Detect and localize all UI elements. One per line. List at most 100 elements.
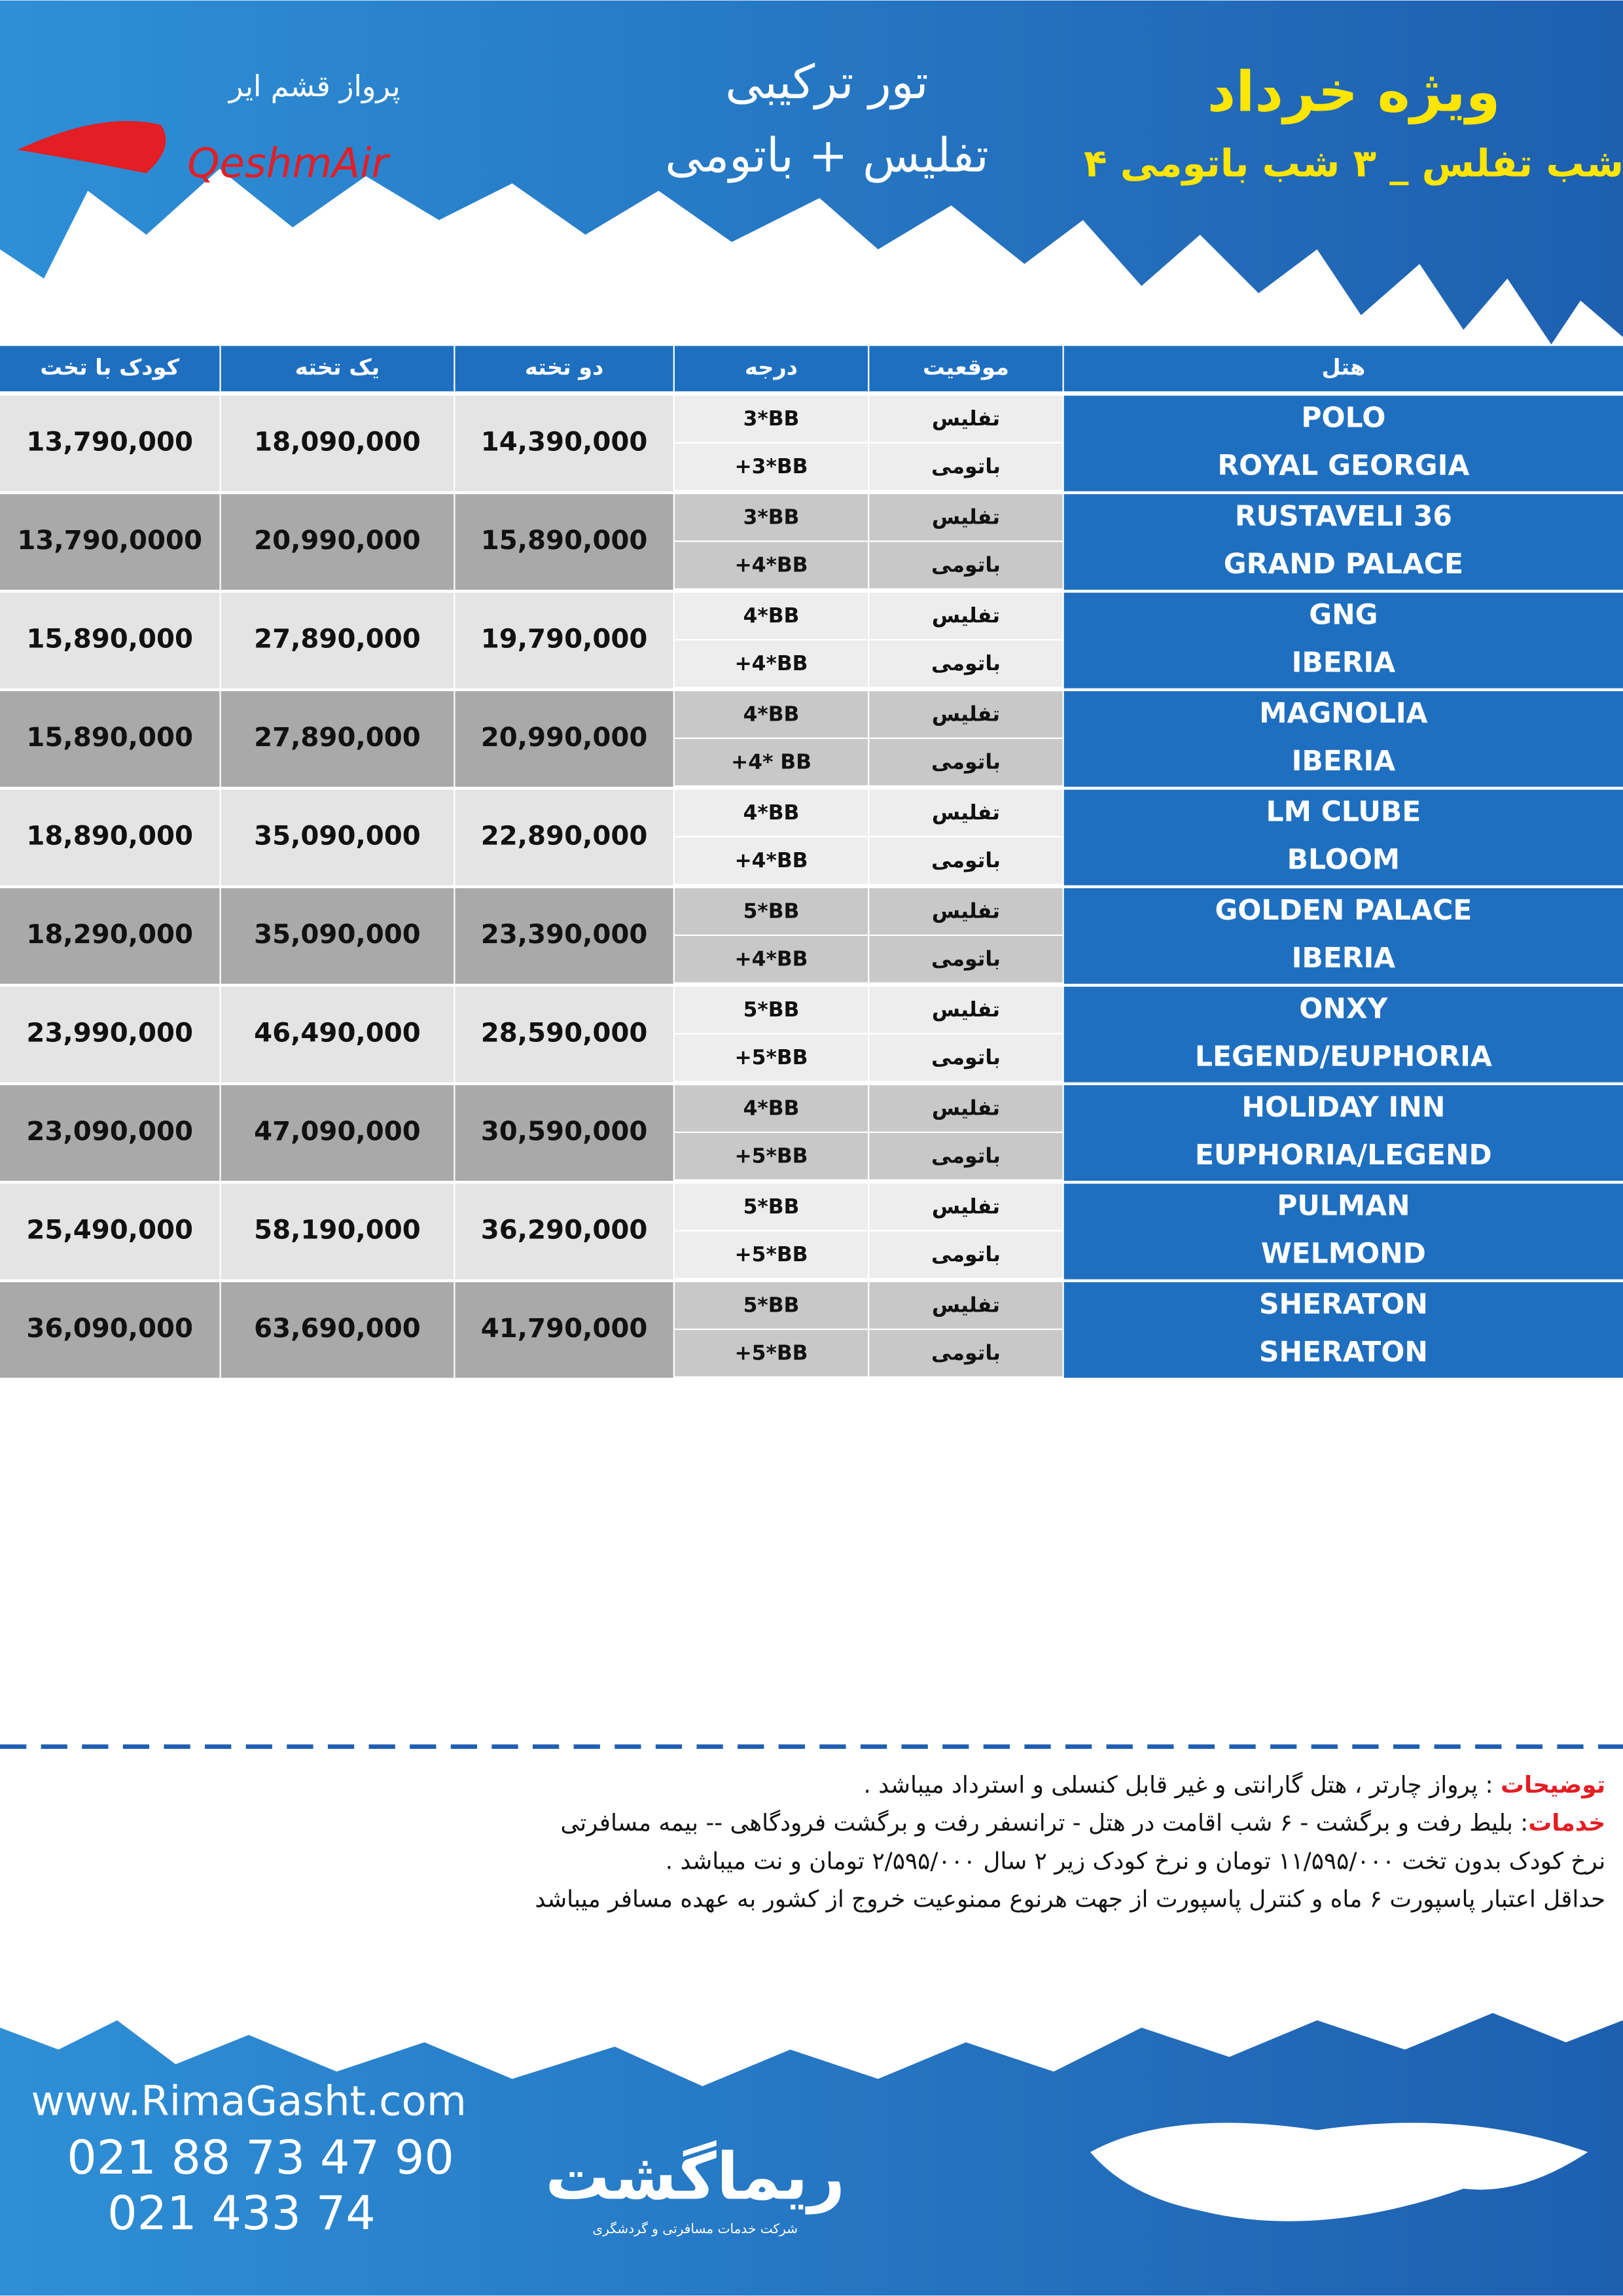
- location: تفلیس: [932, 900, 1000, 924]
- hotel-name: GRAND PALACE: [1224, 548, 1463, 581]
- hotel-name: IBERIA: [1292, 745, 1396, 778]
- website: www.RimaGasht.com: [31, 2077, 466, 2125]
- location-cell: [869, 936, 1063, 982]
- child-cell: [0, 1183, 220, 1280]
- grade: +4*BB: [734, 652, 808, 675]
- phone: 021 433 74: [107, 2186, 376, 2240]
- grade: 4*BB: [743, 604, 800, 628]
- grade-cell: [674, 789, 868, 836]
- hotel-cell: [1063, 986, 1623, 1083]
- single-cell: [221, 986, 454, 1083]
- location: باتومی: [931, 455, 1001, 478]
- grade: +5*BB: [734, 1243, 808, 1266]
- single-cell: [221, 888, 454, 984]
- hotel-name: IBERIA: [1292, 647, 1396, 679]
- note-text: نرخ کودک بدون تخت ۱۱/۵۹۵/۰۰۰ تومان و نرخ…: [666, 1848, 1605, 1874]
- location-cell: [869, 837, 1063, 884]
- hotel-name: MAGNOLIA: [1259, 698, 1427, 730]
- double-cell: [455, 789, 673, 886]
- header-cell: [0, 346, 220, 391]
- location: باتومی: [931, 849, 1001, 872]
- single-cell: [221, 592, 454, 689]
- location: تفلیس: [932, 1195, 1000, 1219]
- child-price: 13,790,000: [26, 427, 193, 457]
- grade: +4*BB: [734, 849, 808, 872]
- single-cell: [221, 1085, 454, 1181]
- child-price: 15,890,000: [26, 723, 193, 753]
- single-cell: [221, 1183, 454, 1280]
- child-price: 36,090,000: [26, 1314, 193, 1344]
- location-cell: [869, 888, 1063, 935]
- grade: +5*BB: [734, 1145, 808, 1168]
- brand: ریماگشت: [545, 2140, 845, 2215]
- hotel-cell: [1063, 888, 1623, 984]
- child-cell: [0, 494, 220, 590]
- grade-cell: [674, 1133, 868, 1179]
- double-cell: [455, 1085, 673, 1181]
- location: باتومی: [931, 1145, 1001, 1168]
- child-price: 25,490,000: [26, 1215, 193, 1246]
- child-cell: [0, 789, 220, 886]
- hotel-cell: [1063, 789, 1623, 886]
- grade: +4* BB: [731, 751, 812, 774]
- child-cell: [0, 592, 220, 689]
- location: باتومی: [931, 948, 1001, 971]
- hotel-name: HOLIDAY INN: [1241, 1092, 1445, 1124]
- hotel-cell: [1063, 494, 1623, 590]
- location-cell: [869, 395, 1063, 442]
- location: تفلیس: [932, 604, 1000, 628]
- single-cell: [221, 789, 454, 886]
- grade-cell: [674, 1231, 868, 1278]
- column-header: دو تخته: [525, 355, 604, 381]
- column-header: هتل: [1321, 355, 1365, 380]
- tour-route: تفلیس + باتومی: [665, 128, 989, 183]
- grade-cell: [674, 936, 868, 982]
- grade-cell: [674, 395, 868, 442]
- hotel-name: SHERATON: [1259, 1289, 1428, 1321]
- child-cell: [0, 395, 220, 492]
- location: تفلیس: [932, 801, 1000, 825]
- child-cell: [0, 986, 220, 1083]
- hotel-name: BLOOM: [1287, 844, 1400, 876]
- note-text: حداقل اعتبار پاسپورت ۶ ماه و کنترل پاسپو…: [535, 1886, 1605, 1912]
- footer-splash: [0, 2013, 1623, 2296]
- location: باتومی: [931, 751, 1001, 774]
- location-cell: [869, 1231, 1063, 1278]
- single-price: 35,090,000: [254, 821, 421, 852]
- location-cell: [869, 494, 1063, 541]
- child-price: 15,890,000: [26, 624, 193, 655]
- child-price: 18,290,000: [26, 920, 193, 950]
- single-price: 46,490,000: [254, 1018, 421, 1049]
- airline-caption: پرواز قشم ایر: [228, 69, 401, 103]
- double-cell: [455, 1282, 673, 1378]
- location: باتومی: [931, 1243, 1001, 1266]
- grade: 4*BB: [743, 1097, 800, 1121]
- grade-cell: [674, 640, 868, 687]
- grade-cell: [674, 1183, 868, 1230]
- single-cell: [221, 494, 454, 590]
- double-cell: [455, 888, 673, 984]
- grade: 5*BB: [743, 1195, 800, 1219]
- subtitle: ۴ شب تفلس _ ۳ شب باتومی: [1084, 141, 1623, 187]
- grade: +3*BB: [734, 455, 808, 478]
- hotel-name: WELMOND: [1261, 1238, 1426, 1270]
- note-text: : پرواز چارتر ، هتل گارانتی و غیر قابل ک…: [864, 1771, 1501, 1799]
- hotel-name: EUPHORIA/LEGEND: [1195, 1139, 1492, 1172]
- child-price: 18,890,000: [26, 821, 193, 852]
- hotel-cell: [1063, 1085, 1623, 1181]
- grade: 3*BB: [743, 506, 800, 529]
- note-line: توضیحات : پرواز چارتر ، هتل گارانتی و غی…: [864, 1771, 1606, 1799]
- location-cell: [869, 1034, 1063, 1081]
- hotel-cell: [1063, 691, 1623, 787]
- location-cell: [869, 1282, 1063, 1329]
- single-price: 63,690,000: [254, 1314, 421, 1344]
- location-cell: [869, 1183, 1063, 1230]
- grade-cell: [674, 1282, 868, 1329]
- location-cell: [869, 592, 1063, 639]
- location-cell: [869, 739, 1063, 785]
- header-cell: [869, 346, 1063, 391]
- double-price: 14,390,000: [481, 427, 648, 457]
- hotel-cell: [1063, 395, 1623, 492]
- double-cell: [455, 494, 673, 590]
